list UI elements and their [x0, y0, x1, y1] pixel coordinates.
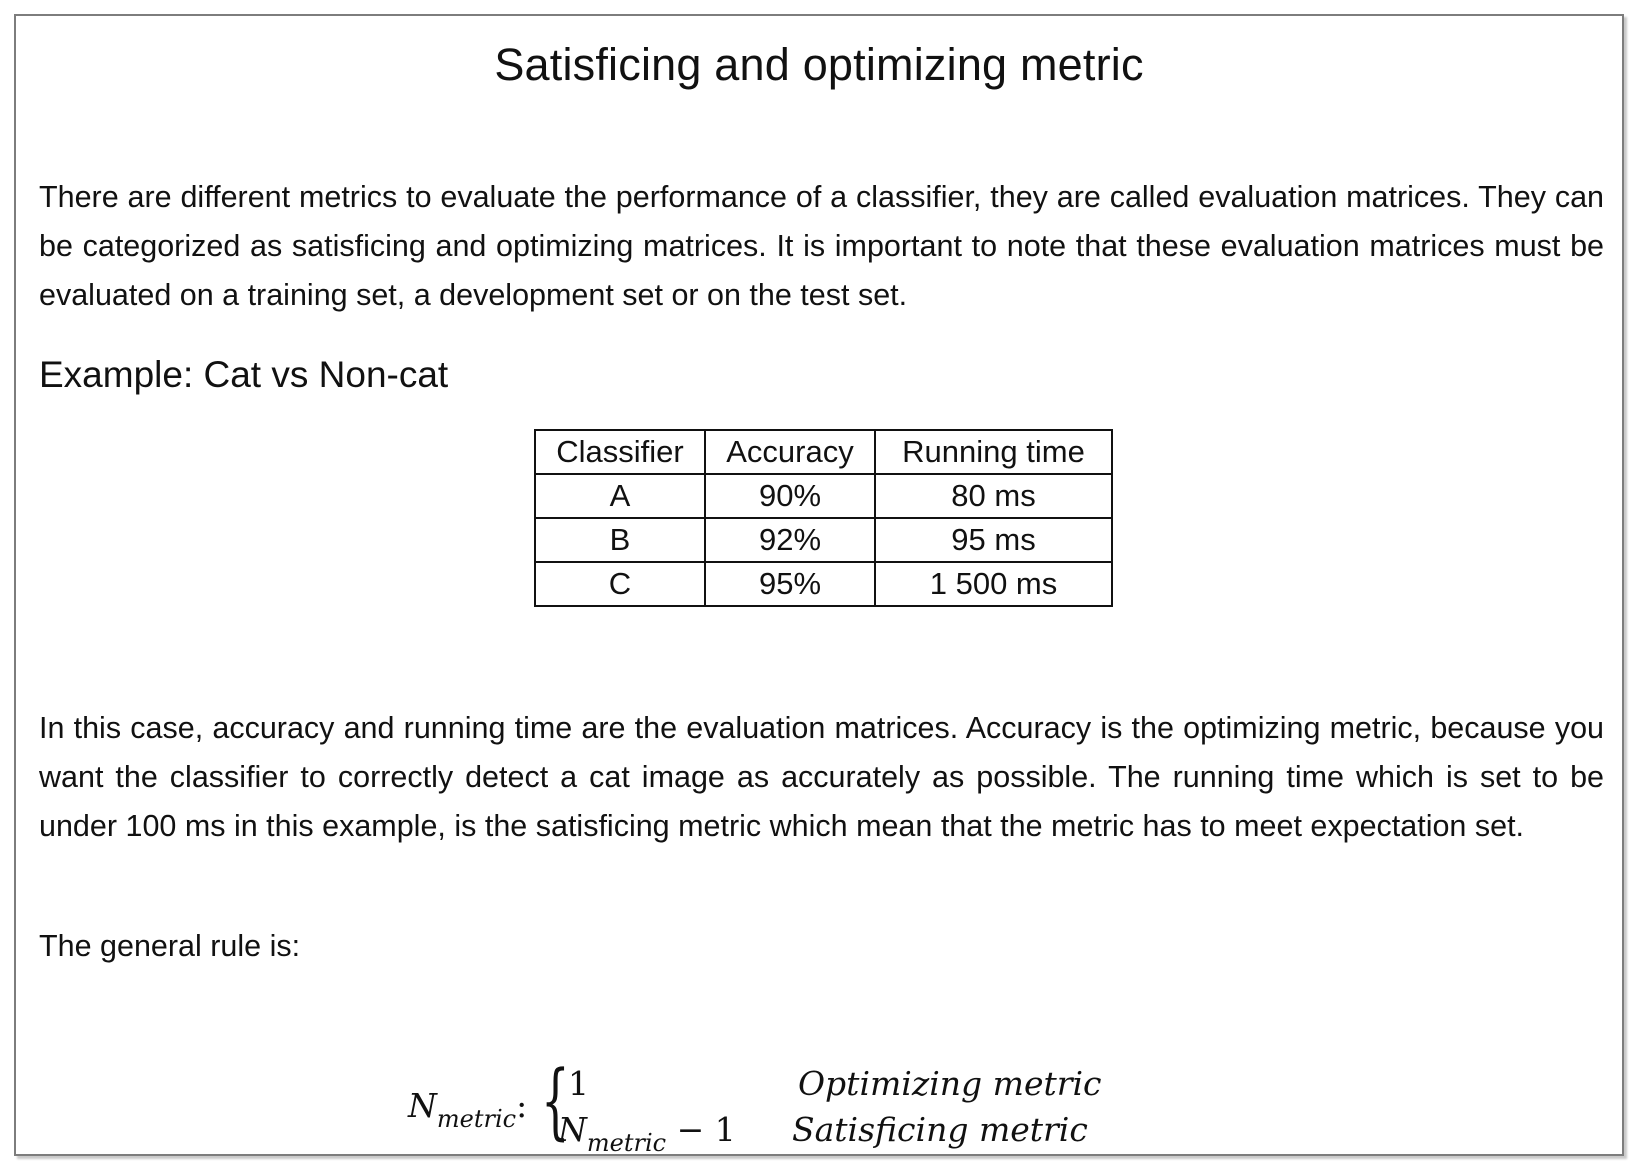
intro-paragraph: There are different metrics to evaluate … — [39, 180, 1604, 312]
cell-running-time: 95 ms — [874, 517, 1113, 563]
classifier-table: Classifier Accuracy Running time A 90% 8… — [534, 429, 1113, 607]
formula-case2-value: Nmetric − 1 — [558, 1110, 736, 1157]
cell-classifier: B — [534, 517, 706, 563]
slide-title: Satisficing and optimizing metric — [494, 39, 1144, 90]
formula-case2-label: Satisficing metric — [792, 1110, 1088, 1149]
cell-classifier: C — [534, 561, 706, 607]
formula-case2-suffix: − 1 — [666, 1110, 736, 1149]
column-header-accuracy: Accuracy — [704, 429, 876, 475]
formula-case2-subscript: metric — [586, 1129, 667, 1157]
table-row: C 95% 1 500 ms — [534, 561, 1113, 607]
formula-case1-value: 1 — [568, 1064, 589, 1103]
formula-lhs: Nmetric: — [408, 1086, 528, 1133]
column-header-running-time: Running time — [874, 429, 1113, 475]
formula-case1-label: Optimizing metric — [798, 1064, 1102, 1103]
left-brace-symbol: { — [541, 1054, 570, 1149]
cell-accuracy: 95% — [704, 561, 876, 607]
table-row: B 92% 95 ms — [534, 517, 1113, 563]
rule-intro: The general rule is: — [39, 929, 301, 963]
cell-classifier: A — [534, 473, 706, 519]
table-row: A 90% 80 ms — [534, 473, 1113, 519]
cell-running-time: 1 500 ms — [874, 561, 1113, 607]
formula-lhs-symbol: N — [408, 1086, 437, 1125]
explanation-paragraph: In this case, accuracy and running time … — [39, 711, 1604, 843]
formula-case2-symbol: N — [558, 1110, 587, 1149]
slide-frame: Satisficing and optimizing metric There … — [14, 14, 1624, 1158]
column-header-classifier: Classifier — [534, 429, 706, 475]
cell-accuracy: 90% — [704, 473, 876, 519]
example-heading: Example: Cat vs Non-cat — [39, 354, 449, 395]
table-header-row: Classifier Accuracy Running time — [534, 429, 1113, 475]
cell-running-time: 80 ms — [874, 473, 1113, 519]
formula-colon: : — [516, 1086, 528, 1125]
general-rule-formula: Nmetric: { 1 Optimizing metric Nmetric −… — [408, 1056, 1168, 1158]
formula-lhs-subscript: metric — [436, 1105, 517, 1133]
cell-accuracy: 92% — [704, 517, 876, 563]
